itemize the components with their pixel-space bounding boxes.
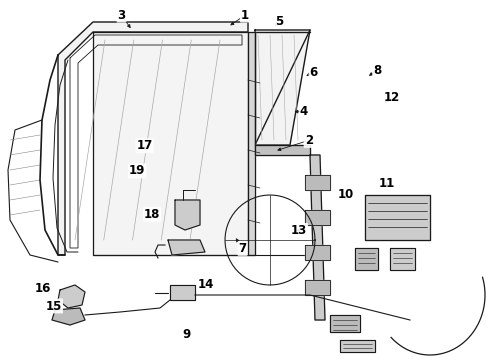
Text: 6: 6 — [310, 66, 318, 78]
Polygon shape — [248, 32, 255, 255]
Text: 4: 4 — [300, 105, 308, 118]
Text: 16: 16 — [35, 282, 51, 294]
Polygon shape — [330, 315, 360, 332]
Polygon shape — [58, 285, 85, 308]
Polygon shape — [305, 175, 330, 190]
Text: 15: 15 — [46, 300, 62, 312]
Text: 11: 11 — [379, 177, 395, 190]
Polygon shape — [93, 32, 248, 255]
Text: 7: 7 — [239, 242, 246, 255]
Text: 14: 14 — [197, 278, 214, 291]
Text: 17: 17 — [136, 139, 153, 152]
Text: 8: 8 — [373, 64, 381, 77]
Text: 12: 12 — [384, 91, 400, 104]
Text: 18: 18 — [144, 208, 160, 221]
Polygon shape — [168, 240, 205, 255]
Text: 10: 10 — [337, 188, 354, 201]
Text: 19: 19 — [129, 165, 146, 177]
Polygon shape — [255, 30, 310, 145]
Polygon shape — [52, 308, 85, 325]
Polygon shape — [355, 248, 378, 270]
Text: 1: 1 — [241, 9, 249, 22]
Polygon shape — [305, 280, 330, 295]
Text: 13: 13 — [291, 224, 307, 237]
Polygon shape — [175, 200, 200, 230]
Polygon shape — [305, 245, 330, 260]
Text: 2: 2 — [305, 134, 313, 147]
Polygon shape — [390, 248, 415, 270]
Polygon shape — [58, 22, 248, 255]
Polygon shape — [170, 285, 195, 300]
Polygon shape — [340, 340, 375, 352]
Polygon shape — [310, 155, 325, 320]
Polygon shape — [365, 195, 430, 240]
Text: 3: 3 — [118, 9, 125, 22]
Text: 5: 5 — [275, 15, 283, 28]
Polygon shape — [305, 210, 330, 225]
Text: 9: 9 — [182, 328, 190, 341]
Polygon shape — [255, 145, 310, 155]
